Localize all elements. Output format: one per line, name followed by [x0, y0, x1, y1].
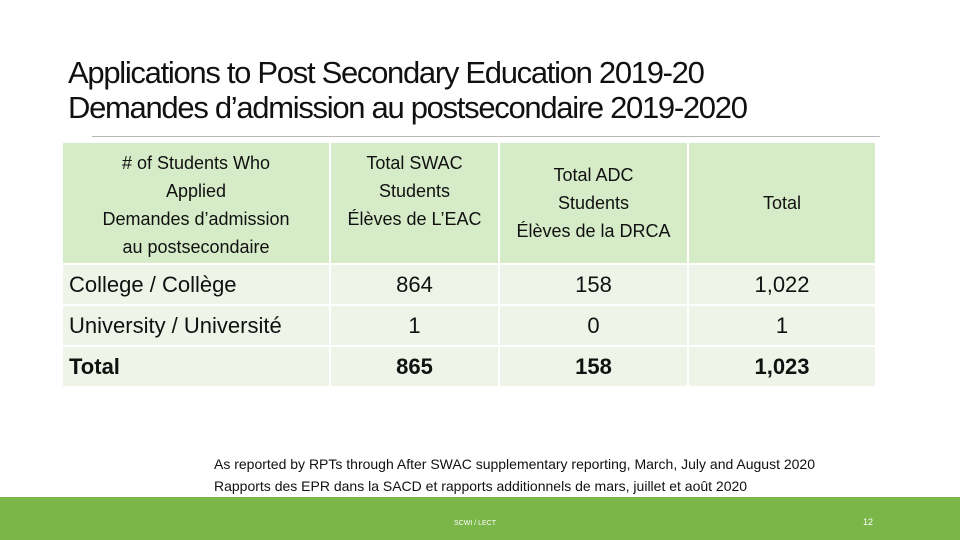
footer-bar	[0, 497, 960, 540]
cell-adc: 0	[500, 306, 687, 345]
row-label: University / Université	[63, 306, 329, 345]
cell-total: 1,023	[689, 347, 875, 386]
title-line-french: Demandes d’admission au postsecondaire 2…	[68, 90, 748, 125]
footer-org-label: SCWI / LECT	[454, 520, 497, 527]
cell-total: 1	[689, 306, 875, 345]
footnote-english: As reported by RPTs through After SWAC s…	[214, 456, 816, 472]
row-label: College / Collège	[63, 265, 329, 304]
cell-swac: 864	[331, 265, 498, 304]
page-number: 12	[863, 517, 874, 527]
title-line-english: Applications to Post Secondary Education…	[68, 55, 705, 90]
cell-swac: 1	[331, 306, 498, 345]
table-row-college: College / Collège 864 158 1,022	[63, 265, 875, 304]
table-row-university: University / Université 1 0 1	[63, 306, 875, 345]
table-header-row: # of Students Who Applied Demandes d’adm…	[63, 143, 875, 263]
header-total: Total	[689, 143, 875, 263]
applications-table: # of Students Who Applied Demandes d’adm…	[61, 141, 877, 388]
table-row-total: Total 865 158 1,023	[63, 347, 875, 386]
header-total-swac: Total SWAC Students Élèves de L’EAC	[331, 143, 498, 263]
row-label: Total	[63, 347, 329, 386]
cell-swac: 865	[331, 347, 498, 386]
title-divider	[92, 136, 880, 137]
cell-adc: 158	[500, 347, 687, 386]
source-footnote: As reported by RPTs through After SWAC s…	[214, 453, 815, 497]
header-students-applied: # of Students Who Applied Demandes d’adm…	[63, 143, 329, 263]
footnote-french: Rapports des EPR dans la SACD et rapport…	[214, 478, 748, 494]
cell-total: 1,022	[689, 265, 875, 304]
slide-title: Applications to Post Secondary Education…	[68, 55, 928, 125]
header-total-adc: Total ADC Students Élèves de la DRCA	[500, 143, 687, 263]
cell-adc: 158	[500, 265, 687, 304]
